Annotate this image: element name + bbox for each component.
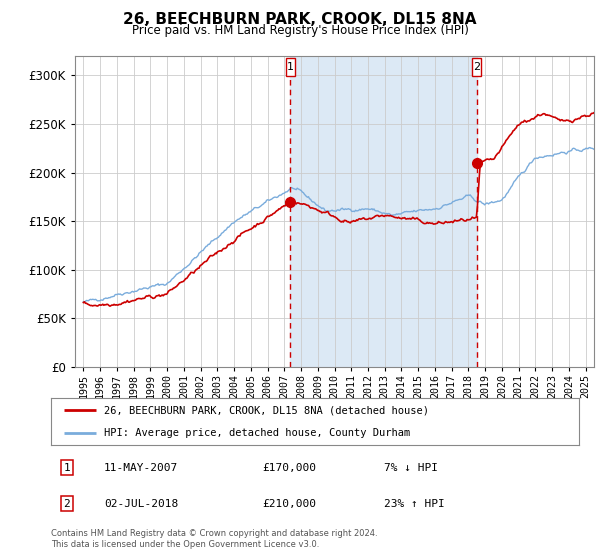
Text: 1: 1 [287,62,294,72]
FancyBboxPatch shape [286,58,295,76]
Text: £170,000: £170,000 [262,463,316,473]
Text: HPI: Average price, detached house, County Durham: HPI: Average price, detached house, Coun… [104,428,410,438]
Text: 11-MAY-2007: 11-MAY-2007 [104,463,178,473]
Text: 7% ↓ HPI: 7% ↓ HPI [383,463,437,473]
Text: £210,000: £210,000 [262,498,316,508]
Text: 26, BEECHBURN PARK, CROOK, DL15 8NA: 26, BEECHBURN PARK, CROOK, DL15 8NA [123,12,477,27]
Text: 23% ↑ HPI: 23% ↑ HPI [383,498,445,508]
Text: Price paid vs. HM Land Registry's House Price Index (HPI): Price paid vs. HM Land Registry's House … [131,24,469,36]
Text: 2: 2 [473,62,481,72]
Text: 26, BEECHBURN PARK, CROOK, DL15 8NA (detached house): 26, BEECHBURN PARK, CROOK, DL15 8NA (det… [104,405,429,416]
FancyBboxPatch shape [472,58,481,76]
Text: 02-JUL-2018: 02-JUL-2018 [104,498,178,508]
Text: 2: 2 [64,498,70,508]
Bar [290,56,477,367]
Text: Contains HM Land Registry data © Crown copyright and database right 2024.
This d: Contains HM Land Registry data © Crown c… [51,529,377,549]
Text: 1: 1 [64,463,70,473]
